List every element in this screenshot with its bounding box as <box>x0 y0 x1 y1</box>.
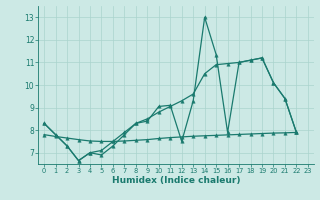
X-axis label: Humidex (Indice chaleur): Humidex (Indice chaleur) <box>112 176 240 185</box>
